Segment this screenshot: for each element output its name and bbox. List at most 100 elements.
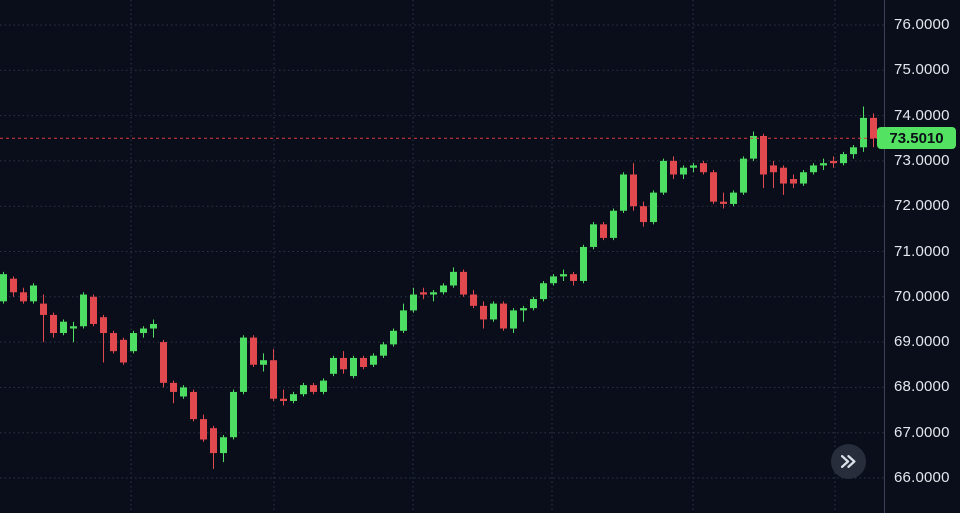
candle — [460, 269, 467, 297]
candle — [320, 378, 327, 395]
candle — [660, 158, 667, 195]
candle — [10, 276, 17, 297]
candle — [210, 425, 217, 469]
candle — [450, 267, 457, 288]
price-axis-tick-label: 76.0000 — [894, 16, 950, 33]
candle — [220, 434, 227, 463]
candle — [120, 337, 127, 365]
double-chevron-right-icon — [840, 455, 856, 468]
candle — [840, 151, 847, 166]
candle — [530, 296, 537, 311]
current-price-value: 73.5010 — [889, 129, 944, 147]
candle — [150, 319, 157, 338]
price-axis-tick-label: 70.0000 — [894, 287, 950, 305]
candle — [330, 355, 337, 377]
grid-lines — [0, 0, 884, 513]
candle — [350, 355, 357, 379]
candle — [580, 244, 587, 284]
candle — [50, 312, 57, 338]
candle — [790, 174, 797, 189]
candle — [340, 351, 347, 374]
candle — [140, 326, 147, 338]
price-axis-tick-label: 67.0000 — [894, 423, 950, 441]
candle — [80, 292, 87, 329]
candle — [390, 328, 397, 347]
price-axis-tick-label: 71.0000 — [894, 242, 950, 260]
candle — [30, 283, 37, 304]
candles-layer — [0, 106, 877, 469]
candle — [110, 330, 117, 354]
candle — [270, 348, 277, 401]
price-axis[interactable]: 76.0000 75.0000 74.0000 73.0000 72.0000 71.00… — [884, 0, 960, 513]
price-axis-tick-label: 75.0000 — [894, 61, 950, 79]
candle — [70, 321, 77, 343]
candle — [860, 106, 867, 152]
candle — [400, 303, 407, 334]
candle — [570, 271, 577, 286]
candle — [770, 160, 777, 189]
candle — [810, 163, 817, 175]
candle — [670, 156, 677, 180]
candle — [690, 163, 697, 173]
candle — [230, 389, 237, 440]
candle — [730, 190, 737, 207]
candle — [20, 287, 27, 304]
candle — [440, 283, 447, 295]
candle — [850, 145, 857, 159]
candle — [700, 160, 707, 175]
candle — [430, 290, 437, 302]
candle — [240, 335, 247, 395]
candle — [160, 339, 167, 388]
candle — [820, 158, 827, 170]
candle — [750, 131, 757, 161]
candle — [520, 305, 527, 322]
candle — [280, 389, 287, 406]
candle — [480, 301, 487, 329]
candle — [590, 222, 597, 250]
scroll-to-latest-button[interactable] — [831, 444, 866, 479]
price-axis-tick-label: 66.0000 — [894, 469, 950, 486]
price-axis-tick-label: 72.0000 — [894, 197, 950, 215]
candle — [180, 385, 187, 399]
candle — [640, 201, 647, 227]
candle — [870, 113, 877, 148]
candle — [300, 382, 307, 397]
candle — [410, 287, 417, 313]
current-price-label: 73.5010 — [877, 127, 956, 149]
candle — [360, 355, 367, 370]
candle — [510, 308, 517, 334]
candle — [130, 330, 137, 354]
candle — [420, 287, 427, 300]
candle — [380, 342, 387, 358]
candle — [740, 156, 747, 195]
candle — [780, 165, 787, 195]
price-axis-tick-label: 69.0000 — [894, 333, 950, 351]
candle — [540, 280, 547, 302]
candle — [650, 190, 657, 225]
candle — [0, 271, 7, 304]
candle — [490, 301, 497, 322]
candle — [260, 353, 267, 372]
candle — [830, 156, 837, 168]
price-axis-tick-label: 68.0000 — [894, 378, 950, 396]
candle — [40, 294, 47, 343]
candlestick-chart[interactable] — [0, 0, 884, 513]
candle — [100, 314, 107, 363]
candle — [610, 208, 617, 241]
candle — [200, 414, 207, 442]
candle — [720, 192, 727, 209]
candle — [680, 165, 687, 180]
price-axis-tick-label: 74.0000 — [894, 106, 950, 124]
candle — [290, 391, 297, 404]
candle — [630, 163, 637, 211]
candle — [90, 294, 97, 327]
candle — [60, 319, 67, 336]
candle — [620, 172, 627, 213]
candle — [800, 169, 807, 186]
candle — [710, 169, 717, 204]
candle — [500, 301, 507, 331]
candle — [560, 269, 567, 281]
candle — [760, 133, 767, 189]
candle — [190, 389, 197, 422]
